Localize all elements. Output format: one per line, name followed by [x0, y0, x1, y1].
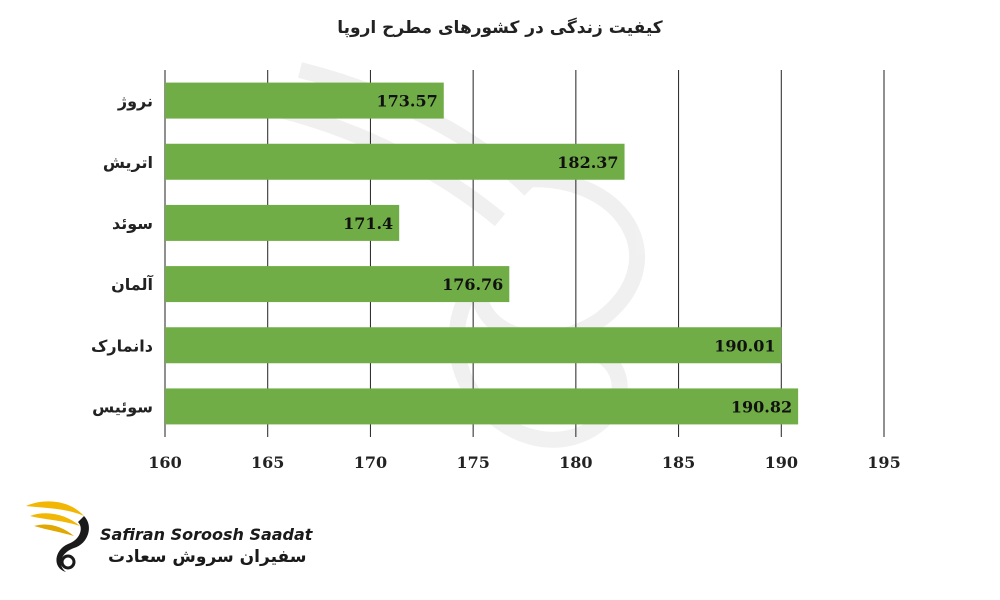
bar [165, 327, 782, 364]
bar-value-label: 182.37 [557, 153, 618, 172]
brand-logo: Safiran Soroosh Saadat سفیران سروش سعادت [22, 492, 312, 582]
bar-value-label: 173.57 [377, 92, 438, 111]
x-tick-label: 190 [765, 453, 798, 472]
category-labels: نروژ اتریش سوئد آلمان دانمارک سوئیس [91, 92, 154, 417]
x-tick-labels: 160 165 170 175 180 185 190 195 [148, 453, 900, 472]
bars: 173.57 182.37 171.4 176.76 190.01 190.82 [165, 82, 799, 425]
bar [165, 82, 444, 119]
watermark-logo [278, 62, 646, 448]
category-label: اتریش [103, 153, 153, 172]
bar [165, 388, 799, 425]
x-tick-label: 180 [559, 453, 592, 472]
bar-value-label: 176.76 [442, 275, 503, 294]
category-label: دانمارک [91, 336, 153, 355]
bird-logo-icon [26, 501, 89, 572]
brand-name-en: Safiran Soroosh Saadat [100, 525, 313, 544]
x-tick-label: 165 [251, 453, 284, 472]
x-tick-label: 175 [456, 453, 489, 472]
x-tick-label: 195 [867, 453, 900, 472]
category-label: آلمان [111, 274, 153, 294]
x-tick-label: 170 [354, 453, 387, 472]
category-label: سوئیس [92, 397, 153, 416]
bar [165, 204, 400, 241]
bar-value-label: 171.4 [343, 214, 393, 233]
gridlines [164, 70, 885, 437]
bar [165, 266, 510, 303]
x-tick-label: 160 [148, 453, 181, 472]
bar-value-label: 190.01 [714, 336, 775, 355]
brand-name-fa: سفیران سروش سعادت [108, 547, 307, 567]
chart-title: کیفیت زندگی در کشورهای مطرح اروپا [337, 18, 663, 38]
x-tick-label: 185 [662, 453, 695, 472]
category-label: سوئد [112, 214, 153, 233]
bar [165, 143, 625, 180]
category-label: نروژ [117, 92, 153, 111]
bar-value-label: 190.82 [731, 397, 792, 416]
